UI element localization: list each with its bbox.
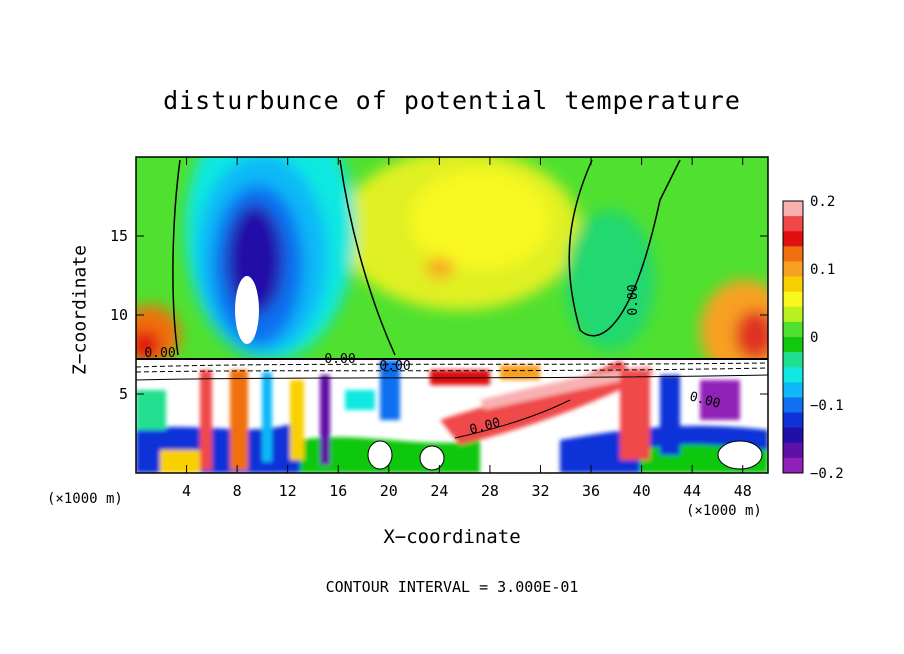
x-tick-label: 20: [380, 482, 398, 500]
colorbar-tick-label: −0.1: [810, 398, 844, 414]
upper-field: [136, 157, 768, 359]
x-tick-label: 36: [582, 482, 600, 500]
x-axis-label: X−coordinate: [383, 526, 521, 548]
contour-label: 0.00: [144, 346, 175, 361]
colorbar: 0.2 0.1 0 −0.1 −0.2: [782, 194, 844, 482]
x-tick-label: 4: [182, 482, 191, 500]
colorbar-swatch: [783, 261, 803, 278]
colorbar-swatch: [783, 352, 803, 368]
lower-field: [136, 359, 768, 473]
x-tick-label: 48: [734, 482, 752, 500]
colorbar-tick-label: 0.1: [810, 262, 835, 278]
colorbar-tick-label: 0: [810, 330, 818, 346]
colorbar-swatch: [783, 457, 803, 474]
x-tick-label: 28: [481, 482, 499, 500]
contour-label: 0.00: [626, 284, 641, 315]
colorbar-tick-label: 0.2: [810, 194, 835, 210]
x-tick-label: 32: [531, 482, 549, 500]
contour-label: 0.00: [379, 359, 410, 374]
colorbar-swatch: [783, 216, 803, 232]
colorbar-swatch: [783, 321, 803, 338]
y-axis-ticks: 5 10 15: [110, 227, 768, 403]
x-tick-label: 40: [633, 482, 651, 500]
colorbar-swatch: [783, 306, 803, 323]
x-axis-ticks: 4 8 12 16 20 24 28 32 36 40 44 48: [182, 157, 752, 500]
colorbar-swatch: [783, 201, 803, 217]
y-tick-label: 10: [110, 306, 128, 324]
x-axis-unit-left: (×1000 m): [47, 491, 123, 507]
colorbar-swatch: [783, 276, 803, 293]
x-axis-unit-right: (×1000 m): [686, 503, 762, 519]
colorbar-swatch: [783, 246, 803, 262]
x-tick-label: 24: [430, 482, 448, 500]
colorbar-swatch: [783, 442, 803, 459]
colorbar-swatch: [783, 427, 803, 444]
colorbar-tick-label: −0.2: [810, 466, 844, 482]
colorbar-swatch: [783, 382, 803, 398]
colorbar-frame: [782, 200, 804, 474]
contour-interval-note: CONTOUR INTERVAL = 3.000E-01: [325, 578, 579, 596]
x-tick-label: 44: [683, 482, 701, 500]
x-tick-label: 8: [233, 482, 242, 500]
x-tick-label: 16: [329, 482, 347, 500]
y-tick-label: 5: [119, 385, 128, 403]
colorbar-swatch: [783, 367, 803, 383]
colorbar-swatch: [783, 291, 803, 308]
colorbar-swatch: [783, 231, 803, 247]
colorbar-swatch: [783, 412, 803, 429]
x-tick-label: 12: [279, 482, 297, 500]
chart-title: disturbunce of potential temperature: [163, 86, 741, 115]
colorbar-swatch: [783, 337, 803, 353]
colorbar-swatch: [783, 397, 803, 414]
y-tick-label: 15: [110, 227, 128, 245]
contour-label: 0.00: [324, 352, 355, 367]
